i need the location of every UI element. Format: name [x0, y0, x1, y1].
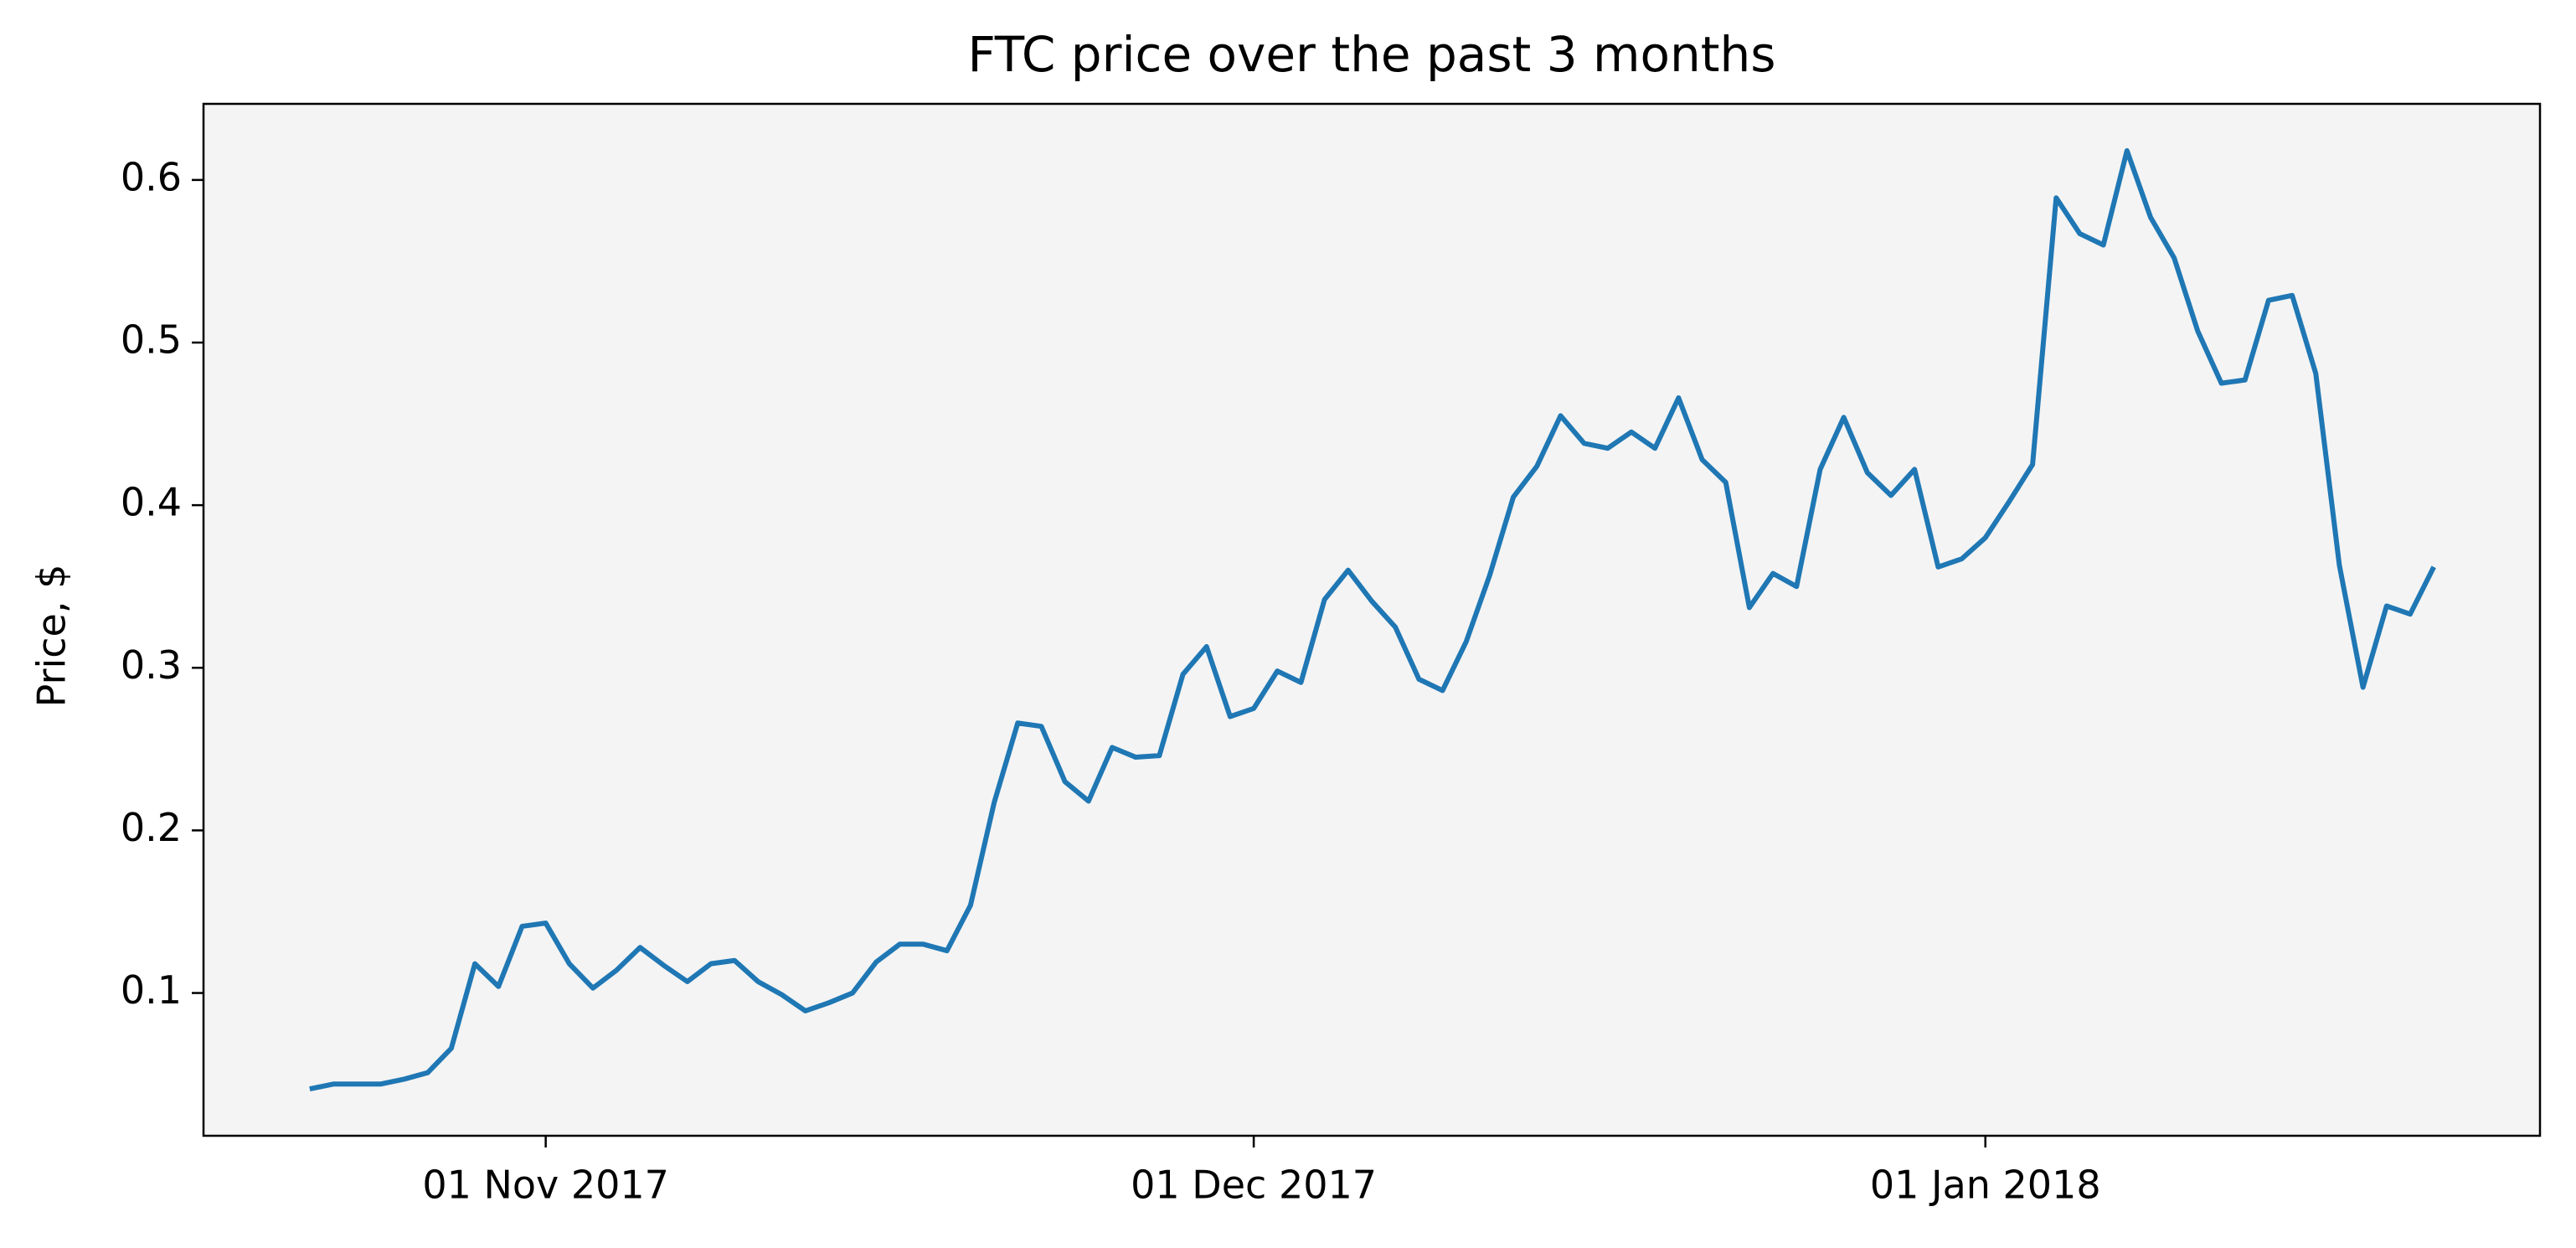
x-tick-label: 01 Nov 2017: [422, 1163, 669, 1208]
chart-title: FTC price over the past 3 months: [967, 26, 1775, 83]
y-tick-label: 0.1: [121, 967, 182, 1013]
y-tick-label: 0.5: [121, 317, 182, 362]
y-tick-label: 0.6: [121, 154, 182, 199]
plot-area: [204, 104, 2540, 1136]
x-tick-label: 01 Dec 2017: [1131, 1163, 1377, 1208]
y-tick-label: 0.3: [121, 642, 182, 688]
y-tick-label: 0.2: [121, 805, 182, 850]
x-tick-label: 01 Jan 2018: [1870, 1163, 2101, 1208]
axes-frame: [202, 102, 2542, 1137]
y-axis-label: Price, $: [29, 565, 75, 708]
y-tick-label: 0.4: [121, 480, 182, 525]
price-line: [309, 147, 2436, 1092]
